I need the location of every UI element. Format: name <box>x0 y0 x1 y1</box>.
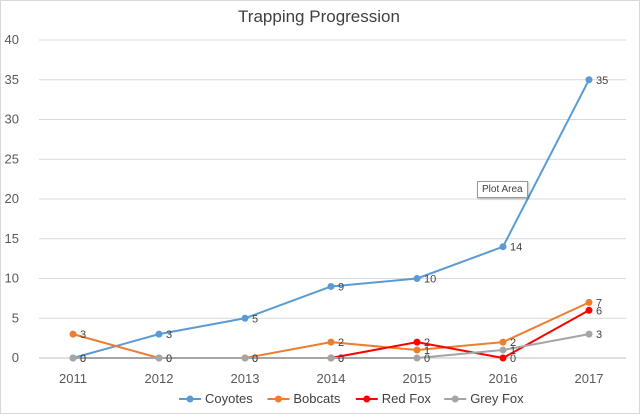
y-tick-label: 0 <box>12 350 19 365</box>
data-point <box>585 298 593 306</box>
x-tick-label: 2013 <box>231 371 260 386</box>
legend-marker <box>274 395 282 403</box>
data-point <box>327 338 335 346</box>
data-point <box>241 314 249 322</box>
data-point <box>499 338 507 346</box>
legend-label: Bobcats <box>293 391 340 406</box>
data-label: 2 <box>338 337 344 349</box>
data-label: 9 <box>338 281 344 293</box>
y-tick-label: 5 <box>12 310 19 325</box>
data-label: 2 <box>424 337 430 349</box>
legend-marker <box>363 395 371 403</box>
data-point <box>69 354 77 362</box>
data-label: 0 <box>252 353 258 365</box>
legend-label: Red Fox <box>382 391 432 406</box>
data-label: 14 <box>510 242 522 254</box>
data-point <box>499 354 507 362</box>
data-point <box>585 76 593 84</box>
data-point <box>241 354 249 362</box>
data-label: 3 <box>596 329 602 341</box>
data-label: 0 <box>424 353 430 365</box>
x-tick-label: 2011 <box>59 371 87 386</box>
y-tick-label: 15 <box>5 231 19 246</box>
series-line-red-fox <box>330 309 590 359</box>
data-label: 0 <box>510 353 516 365</box>
x-tick-label: 2017 <box>575 371 604 386</box>
y-tick-label: 10 <box>5 271 19 286</box>
plot-area-tooltip: Plot Area <box>477 181 528 198</box>
data-label: 10 <box>424 274 436 286</box>
data-label: 3 <box>166 329 172 341</box>
x-tick-label: 2015 <box>403 371 432 386</box>
x-tick-label: 2016 <box>489 371 518 386</box>
data-point <box>69 330 77 338</box>
data-point <box>499 346 507 354</box>
y-tick-label: 30 <box>5 112 19 127</box>
data-label: 0 <box>80 353 86 365</box>
data-label: 1 <box>424 345 430 357</box>
data-point <box>413 354 421 362</box>
legend-marker <box>186 395 194 403</box>
data-label: 5 <box>252 313 258 325</box>
data-point <box>155 354 163 362</box>
y-tick-label: 20 <box>5 191 19 206</box>
legend-marker <box>451 395 459 403</box>
data-label: 7 <box>596 297 602 309</box>
data-label: 6 <box>596 305 602 317</box>
data-point <box>413 338 421 346</box>
legend-label: Grey Fox <box>470 391 524 406</box>
data-label: 1 <box>510 345 516 357</box>
x-tick-label: 2014 <box>317 371 346 386</box>
chart-title: Trapping Progression <box>238 7 400 26</box>
data-point <box>585 306 593 314</box>
data-label: 0 <box>338 353 344 365</box>
data-point <box>585 330 593 338</box>
x-tick-label: 2012 <box>145 371 174 386</box>
data-label: 3 <box>80 329 86 341</box>
data-point <box>413 275 421 282</box>
y-tick-label: 35 <box>5 72 19 87</box>
data-label: 0 <box>166 353 172 365</box>
series-line-coyotes <box>72 79 590 359</box>
data-point <box>327 282 335 290</box>
data-point <box>155 330 163 338</box>
data-point <box>413 346 421 354</box>
y-tick-label: 25 <box>5 151 19 166</box>
legend-label: Coyotes <box>205 391 253 406</box>
data-label: 2 <box>510 337 516 349</box>
data-point <box>499 243 507 251</box>
y-tick-label: 40 <box>5 32 19 47</box>
data-point <box>327 354 335 362</box>
data-label: 35 <box>596 75 608 87</box>
